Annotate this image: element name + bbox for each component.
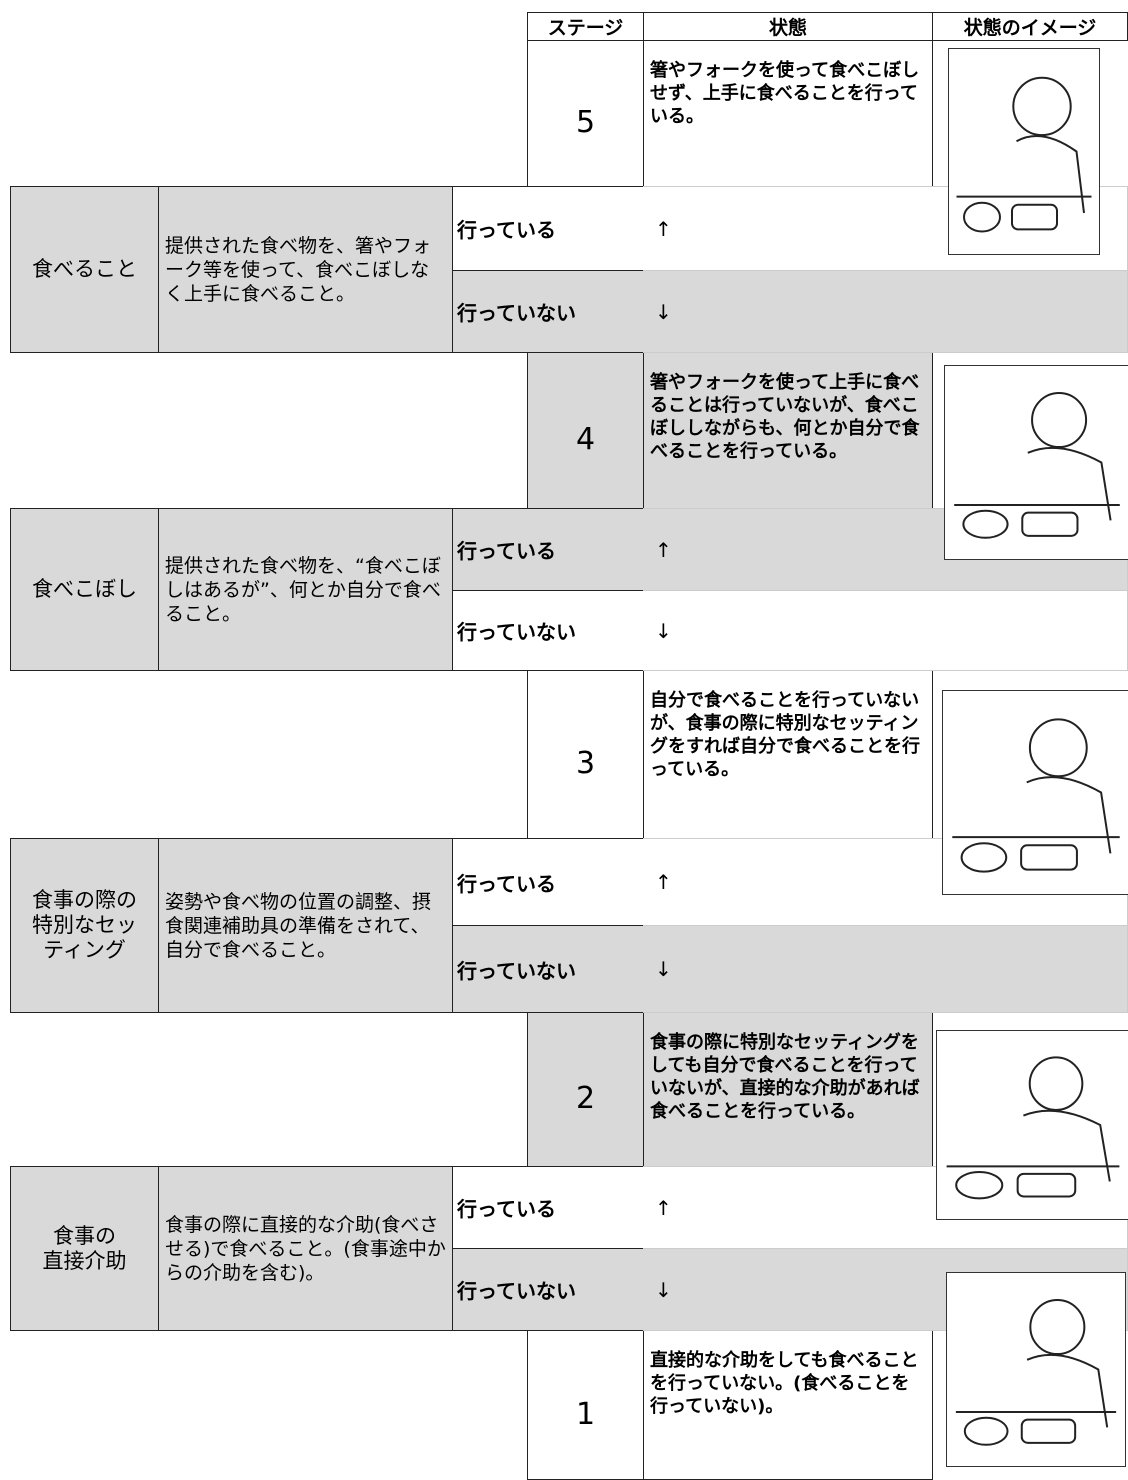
- item-description: 提供された食べ物を、箸やフォーク等を使って、食べこぼしなく上手に食べること。: [158, 186, 453, 353]
- yes-label: 行っている: [452, 186, 644, 271]
- item-description: 姿勢や食べ物の位置の調整、摂食関連補助具の準備をされて、自分で食べること。: [158, 838, 453, 1013]
- stage-number: 5: [527, 40, 644, 187]
- stage-number: 3: [527, 670, 644, 839]
- no-label: 行っていない: [452, 590, 644, 671]
- illustration: [948, 48, 1100, 255]
- stage-state: 箸やフォークを使って上手に食べることは行っていないが、食べこぼししながらも、何と…: [643, 352, 933, 509]
- item-description: 食事の際に直接的な介助(食べさせる)で食べること。(食事途中からの介助を含む)。: [158, 1166, 453, 1331]
- stage-number: 2: [527, 1012, 644, 1167]
- yes-label: 行っている: [452, 1166, 644, 1249]
- no-label: 行っていない: [452, 1248, 644, 1331]
- item-name: 食事の 直接介助: [10, 1166, 159, 1331]
- item-name: 食べること: [10, 186, 159, 353]
- yes-label: 行っている: [452, 508, 644, 591]
- stage-state: 直接的な介助をしても食べることを行っていない。(食べることを行っていない)。: [643, 1330, 933, 1480]
- header-image: 状態のイメージ: [932, 12, 1128, 41]
- illustration: [936, 1030, 1128, 1220]
- header-state: 状態: [643, 12, 933, 41]
- stage-state: 自分で食べることを行っていないが、食事の際に特別なセッティングをすれば自分で食べ…: [643, 670, 933, 839]
- stage-number: 1: [527, 1330, 644, 1480]
- no-arrow: ↓: [643, 590, 1128, 671]
- no-arrow: ↓: [643, 925, 1128, 1013]
- header-stage: ステージ: [527, 12, 644, 41]
- no-label: 行っていない: [452, 925, 644, 1013]
- item-description: 提供された食べ物を、“食べこぼしはあるが”、何とか自分で食べること。: [158, 508, 453, 671]
- illustration: [942, 690, 1128, 895]
- no-label: 行っていない: [452, 270, 644, 353]
- item-name: 食事の際の 特別なセッ ティング: [10, 838, 159, 1013]
- yes-label: 行っている: [452, 838, 644, 926]
- stage-number: 4: [527, 352, 644, 509]
- stage-state: 食事の際に特別なセッティングをしても自分で食べることを行っていないが、直接的な介…: [643, 1012, 933, 1167]
- item-name: 食べこぼし: [10, 508, 159, 671]
- illustration: [944, 365, 1128, 560]
- stage-state: 箸やフォークを使って食べこぼしせず、上手に食べることを行っている。: [643, 40, 933, 187]
- illustration: [946, 1272, 1126, 1467]
- no-arrow: ↓: [643, 270, 1128, 353]
